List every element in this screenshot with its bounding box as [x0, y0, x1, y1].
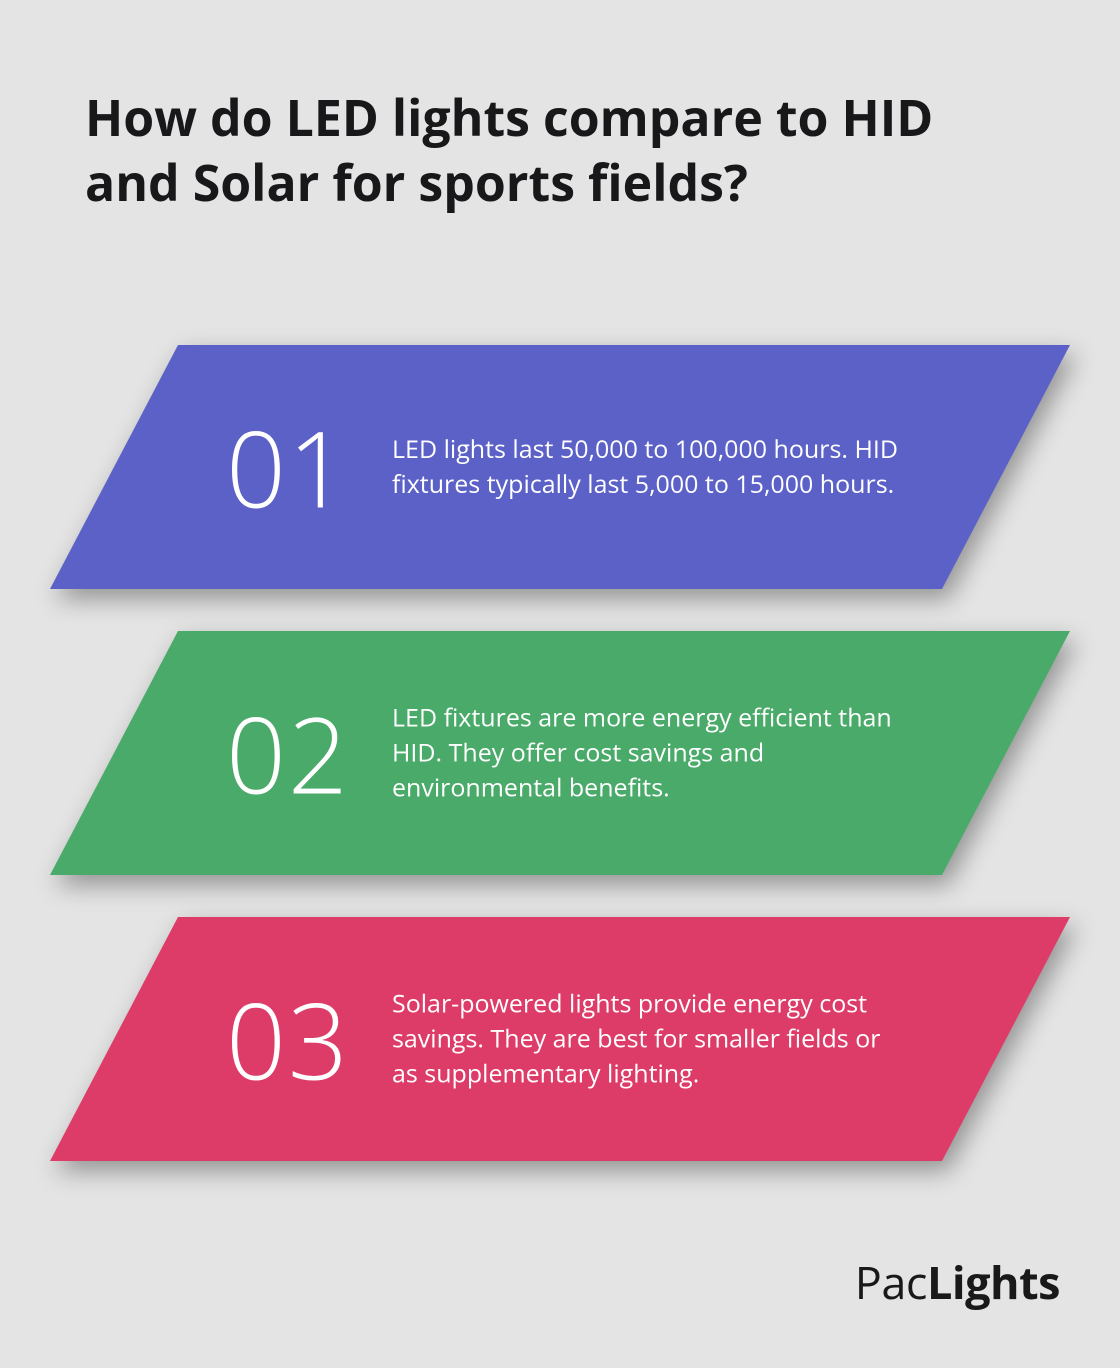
- card-03: 03 Solar-powered lights provide energy c…: [50, 917, 1070, 1161]
- card-01-body: LED lights last 50,000 to 100,000 hours.…: [392, 432, 902, 502]
- card-02: 02 LED fixtures are more energy efficien…: [50, 631, 1070, 875]
- brand-prefix: Pac: [855, 1252, 927, 1313]
- card-03-number: 03: [226, 968, 350, 1111]
- card-01: 01 LED lights last 50,000 to 100,000 hou…: [50, 345, 1070, 589]
- card-02-body: LED fixtures are more energy efficient t…: [392, 701, 902, 806]
- card-02-number: 02: [226, 682, 350, 825]
- brand-suffix: Lights: [927, 1252, 1060, 1313]
- card-01-number: 01: [226, 396, 350, 539]
- card-03-body: Solar-powered lights provide energy cost…: [392, 987, 902, 1092]
- card-list: 01 LED lights last 50,000 to 100,000 hou…: [50, 345, 1070, 1203]
- page-title: How do LED lights compare to HID and Sol…: [85, 85, 1035, 215]
- brand-logo: PacLights: [855, 1252, 1060, 1313]
